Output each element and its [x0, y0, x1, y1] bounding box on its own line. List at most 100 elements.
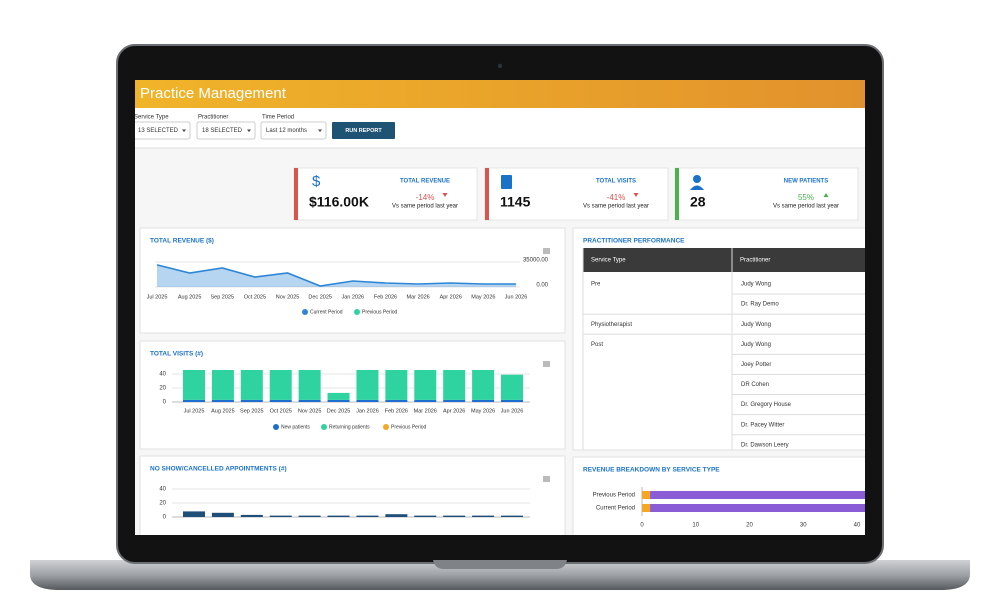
screen: Practice Management Service Type 13 SELEC…	[133, 80, 865, 535]
x-tick-label: Dec 2025	[308, 294, 332, 300]
caret	[247, 129, 251, 132]
kpi-accent	[294, 168, 298, 220]
kpi-accent	[485, 168, 489, 220]
line	[156, 264, 516, 287]
x-tick-label: Nov 2025	[298, 408, 322, 414]
header-bar	[135, 80, 865, 108]
kpi-value: $116.00K	[309, 194, 369, 210]
bar	[385, 370, 408, 400]
caret	[318, 129, 322, 132]
x-tick-label: Feb 2026	[385, 408, 408, 414]
kpi-title: NEW PATIENTS	[784, 179, 828, 185]
x-tick-label: Oct 2025	[270, 408, 292, 414]
x-tick-label: Jul 2025	[147, 294, 168, 300]
panel-title: TOTAL REVENUE ($)	[150, 238, 214, 245]
kpi-trend	[442, 193, 448, 197]
x-tick-label: Sep 2025	[210, 294, 234, 300]
practitioner-cell: Judy Wong	[741, 282, 771, 288]
caret	[182, 129, 186, 132]
bar	[472, 370, 495, 400]
panel-title: NO SHOW/CANCELLED APPOINTMENTS (#)	[150, 466, 287, 473]
filter-label: Practitioner	[198, 115, 228, 121]
practitioner-cell: Judy Wong	[741, 322, 771, 328]
service-cell: Post	[591, 342, 603, 348]
x-tick-label: Apr 2026	[443, 408, 465, 414]
x-tick-label: Aug 2025	[178, 294, 202, 300]
column-header: Practitioner	[740, 258, 770, 264]
x-tick-label: Jan 2026	[356, 408, 379, 414]
practitioner-cell: Dr. Ray Demo	[741, 302, 779, 308]
x-tick-label: 0	[640, 523, 644, 529]
bar	[327, 399, 350, 402]
y-tick-label: 20	[159, 501, 166, 507]
bar	[414, 515, 437, 517]
area	[157, 264, 516, 287]
x-tick-label: Mar 2026	[414, 408, 437, 414]
bar	[240, 514, 263, 517]
dropdown[interactable]	[196, 121, 256, 140]
kpi-icon	[690, 185, 704, 190]
x-tick-label: May 2026	[471, 294, 495, 300]
category-label: Previous Period	[593, 493, 635, 499]
service-cell: Pre	[591, 282, 601, 288]
column-header: Service Type	[591, 258, 626, 264]
bar	[414, 370, 437, 400]
y-tick-label: 0	[163, 515, 167, 521]
bar	[501, 374, 523, 400]
run-button-label: RUN REPORT	[345, 128, 382, 134]
panel-content: TOTAL REVENUE ($) 35000.00 0.00 Jul 2025 Aug…	[147, 238, 550, 315]
legend-swatch	[321, 424, 327, 430]
laptop-base	[30, 560, 970, 590]
x-tick-label: Jan 2026	[341, 294, 364, 300]
y-tick-label: 40	[159, 487, 166, 493]
bar	[385, 399, 408, 402]
legend-swatch	[302, 309, 308, 315]
kpi-title: TOTAL VISITS	[596, 179, 636, 185]
legend-label: New patients	[281, 424, 310, 430]
kpi-card	[674, 167, 859, 221]
bar	[472, 515, 495, 517]
kpi-title: TOTAL REVENUE	[400, 179, 450, 185]
dropdown[interactable]	[260, 121, 327, 140]
x-tick-label: Nov 2025	[276, 294, 300, 300]
legend-label: Current Period	[310, 309, 343, 315]
category-label: Current Period	[596, 506, 635, 512]
bar	[385, 514, 408, 517]
panel-title: REVENUE BREAKDOWN BY SERVICE TYPE	[583, 467, 720, 474]
legend-label: Previous Period	[391, 424, 427, 430]
kpi-value: 28	[690, 194, 706, 210]
panel-content: REVENUE BREAKDOWN BY SERVICE TYPE 0 10 20 30…	[583, 467, 865, 529]
kpi-note: Vs same period last year	[392, 204, 458, 210]
bar	[298, 515, 321, 517]
legend-label: Returning patients	[329, 424, 370, 430]
run-button[interactable]	[332, 122, 395, 139]
kpi-value: 1145	[500, 194, 531, 210]
kpi-icon: $	[312, 173, 321, 190]
bar	[211, 370, 234, 400]
bar	[356, 515, 379, 517]
x-tick-label: Sep 2025	[240, 408, 264, 414]
filter-label: Time Period	[262, 115, 294, 121]
bar-segment	[650, 504, 865, 512]
kpi-note: Vs same period last year	[583, 204, 649, 210]
practitioner-cell: Joey Potter	[741, 362, 771, 368]
dropdown-value: 18 SELECTED	[202, 128, 243, 134]
plot	[183, 370, 523, 402]
bar	[183, 399, 205, 402]
dropdown[interactable]	[133, 121, 191, 140]
kpi-trend	[633, 193, 639, 197]
x-tick-label: Jun 2026	[505, 294, 528, 300]
panel-title: TOTAL VISITS (#)	[150, 351, 203, 358]
service-cell: Physiotherapist	[591, 322, 632, 328]
x-tick-label: Oct 2025	[244, 294, 266, 300]
practitioner-cell: Dr. Pacey Witter	[741, 422, 784, 428]
x-tick-label: Jul 2025	[184, 408, 205, 414]
y-tick-label: 0	[163, 400, 167, 406]
kpi-change: 55%	[798, 193, 814, 202]
x-tick-label: Jun 2026	[501, 408, 524, 414]
bar-segment	[650, 491, 865, 499]
kpi-change: -14%	[416, 193, 435, 202]
bar	[269, 515, 292, 517]
bar	[414, 399, 437, 402]
